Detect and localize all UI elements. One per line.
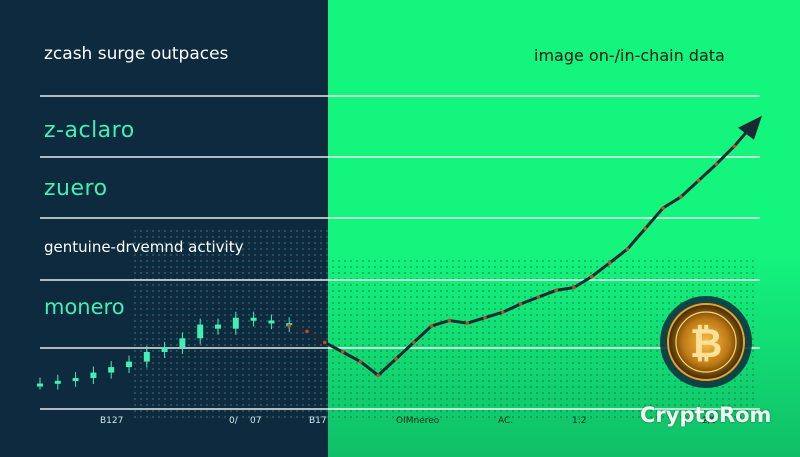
data-point [429, 324, 434, 328]
candle-body [179, 338, 186, 348]
data-point [340, 350, 345, 354]
candle-body [268, 320, 275, 324]
data-point [501, 310, 505, 315]
data-point [483, 315, 487, 320]
candle-body [215, 324, 221, 329]
x-tick-label: OIMnereo [396, 416, 440, 426]
data-point [287, 324, 292, 328]
label-activity: gentuine-drvemnd activity [44, 238, 244, 256]
x-tick-label: 0/ [229, 416, 238, 426]
candle-body [54, 380, 61, 384]
x-tick-label: 2/0 [702, 416, 717, 426]
candle-body [232, 317, 239, 329]
data-point [661, 206, 665, 210]
candle-body [90, 372, 97, 379]
data-point [679, 195, 683, 199]
data-point [358, 359, 363, 364]
x-tick-label: 07 [250, 416, 262, 426]
candle-body [72, 378, 79, 382]
data-point [376, 373, 381, 378]
halftone-left [130, 230, 328, 420]
data-point [625, 247, 630, 251]
candle-body [250, 317, 257, 321]
data-point [412, 340, 416, 345]
data-point [714, 162, 719, 166]
data-point [394, 357, 398, 361]
upward-arrow-icon [738, 115, 762, 140]
halftone-texture [130, 230, 758, 420]
label-zaclaro: z-aclaro [44, 118, 135, 143]
data-point [323, 340, 327, 345]
data-point [554, 288, 558, 293]
data-point [447, 318, 452, 323]
candle-body [197, 324, 204, 339]
data-point [572, 285, 576, 290]
x-tick-label: B17 [309, 416, 327, 426]
x-tick-label: AC. [498, 416, 514, 426]
data-point [732, 144, 736, 149]
arrowhead [738, 115, 762, 140]
x-tick-label: 1:2 [572, 416, 587, 426]
watermark: CryptoRom [640, 403, 772, 427]
data-point [518, 302, 523, 306]
label-monero: monero [44, 295, 125, 319]
data-point [536, 295, 541, 299]
chart-title: zcash surge outpaces [44, 44, 229, 64]
candle-body [126, 361, 132, 368]
bitcoin-coin-icon: ₿ [660, 296, 752, 388]
candle-body [108, 367, 115, 373]
data-point [465, 321, 470, 326]
candle-body [161, 347, 168, 352]
data-point [590, 274, 594, 279]
candle-body [37, 383, 43, 387]
svg-text:₿: ₿ [690, 321, 723, 367]
data-point [643, 226, 647, 231]
data-point [696, 178, 701, 183]
data-point [305, 329, 309, 334]
gridlines [40, 95, 760, 410]
x-tick-label: B127 [100, 416, 124, 426]
label-zuero: zuero [44, 176, 108, 201]
candle-body [143, 352, 150, 362]
price-series [287, 123, 754, 378]
data-point [607, 261, 612, 265]
chart-subtitle: image on-/in-chain data [534, 46, 725, 65]
